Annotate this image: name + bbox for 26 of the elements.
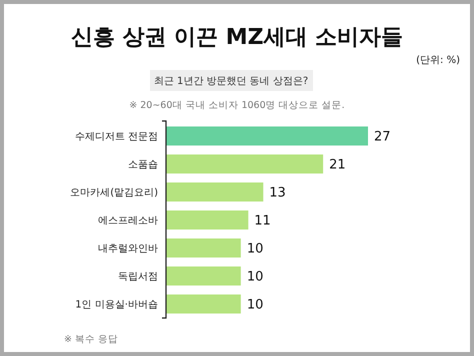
bar [166, 238, 241, 258]
bar [166, 210, 248, 230]
y-tick-label: 에스프레소바 [98, 216, 158, 227]
bar [166, 266, 241, 286]
chart-subtitle: 최근 1년간 방문했던 동네 상점은? [154, 76, 308, 87]
data-label: 11 [254, 214, 271, 229]
data-label: 27 [374, 130, 391, 145]
y-tick-label: 내추럴와인바 [98, 244, 158, 255]
y-tick-label: 오마카세(맡김요리) [70, 188, 158, 199]
y-tick-label: 수제디저트 전문점 [74, 132, 158, 143]
text: ※ 복수 응답 [64, 334, 118, 345]
data-label: 21 [329, 158, 346, 173]
y-tick-label: 소품숍 [128, 160, 158, 171]
bar [166, 294, 241, 314]
y-tick-label: 1인 미용실·바버숍 [75, 300, 158, 311]
data-label: 13 [269, 186, 286, 201]
data-label: 10 [246, 298, 264, 313]
text: ※ 20~60대 국내 소비자 1060명 대상으로 설문. [129, 100, 345, 111]
y-tick-label: 독립서점 [118, 272, 158, 283]
bar [166, 126, 368, 146]
data-label: 10 [246, 242, 264, 257]
chart-title: 신흥 상권 이끈 MZ세대 소비자들 [70, 25, 404, 50]
bar [166, 182, 264, 202]
data-label: 10 [246, 270, 264, 285]
bar [166, 154, 324, 174]
text: (단위: %) [416, 55, 460, 66]
